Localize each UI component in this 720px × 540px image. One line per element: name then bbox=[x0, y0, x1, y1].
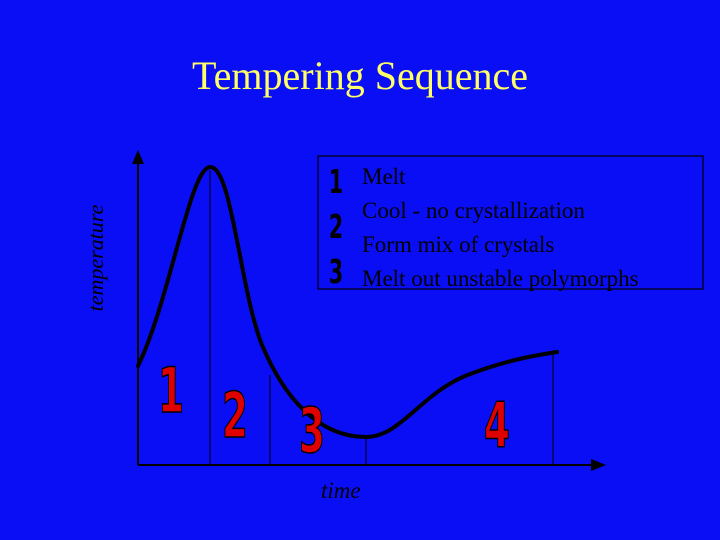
legend-box bbox=[317, 155, 704, 290]
legend-number-2: 2 bbox=[329, 209, 343, 246]
temperature-curve bbox=[136, 164, 559, 440]
slide-title: Tempering Sequence bbox=[192, 53, 528, 98]
x-axis-label: time bbox=[321, 478, 361, 503]
legend-step-3: Form mix of crystals bbox=[362, 232, 555, 257]
legend-steps: Melt Cool - no crystallization Form mix … bbox=[362, 160, 639, 296]
legend-step-1: Melt bbox=[362, 164, 406, 189]
stage-marker-1: 1 bbox=[158, 356, 184, 428]
x-axis-arrow bbox=[591, 459, 606, 471]
legend-number-3: 3 bbox=[329, 254, 343, 291]
stage-marker-4: 4 bbox=[484, 391, 510, 463]
stage-marker-2: 2 bbox=[222, 381, 248, 453]
legend-step-4: Melt out unstable polymorphs bbox=[362, 266, 639, 291]
stage-marker-3: 3 bbox=[299, 396, 325, 468]
y-axis-arrow bbox=[132, 150, 144, 164]
legend-number-1: 1 bbox=[329, 164, 343, 201]
y-axis-label: temperature bbox=[83, 204, 108, 312]
legend-step-2: Cool - no crystallization bbox=[362, 198, 585, 223]
